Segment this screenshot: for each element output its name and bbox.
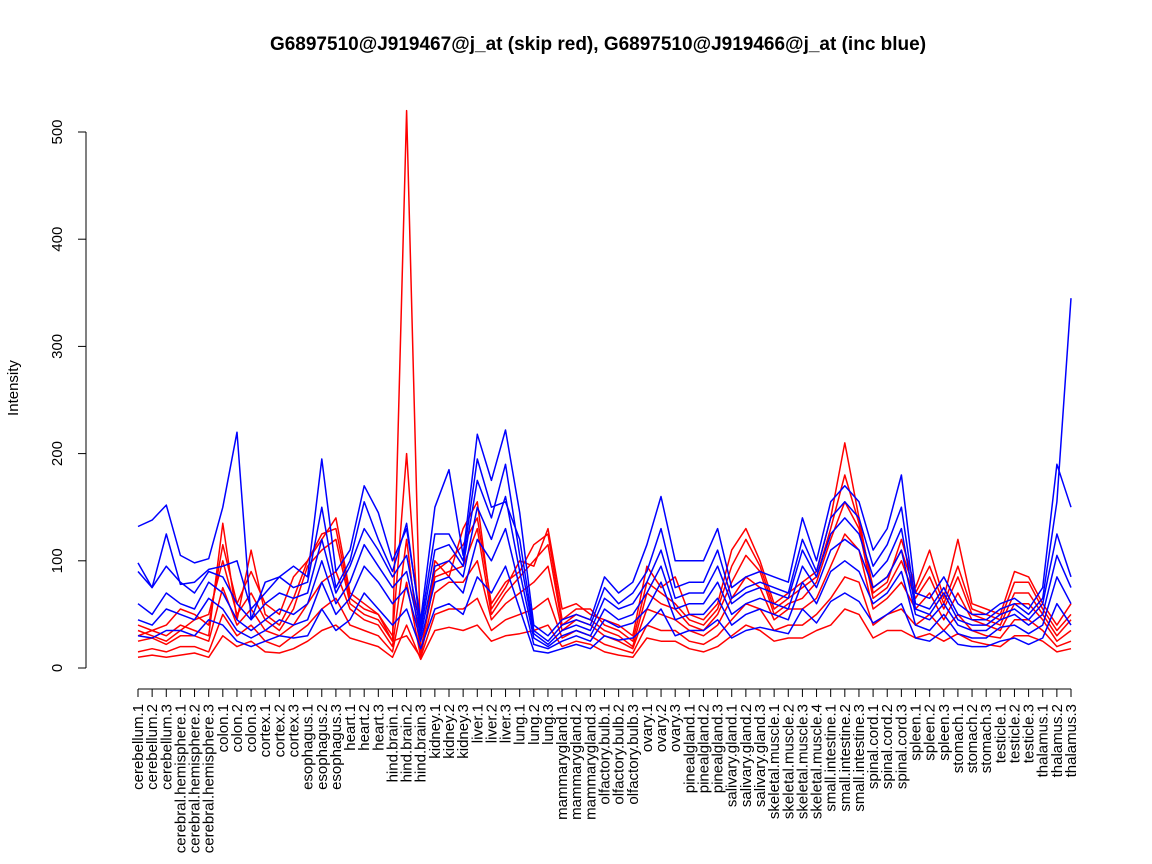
y-tick-label: 400 — [49, 227, 66, 252]
x-tick-label: heart.1 — [342, 704, 359, 751]
x-tick-label: esophagus.2 — [314, 704, 331, 790]
x-tick-label: lung.1 — [512, 704, 529, 745]
x-tick-label: liver.3 — [498, 704, 515, 743]
x-tick-label: skeletal.muscle.3 — [794, 704, 811, 819]
x-tick-label: cerebellum.1 — [130, 704, 147, 790]
x-tick-label: liver.2 — [483, 704, 500, 743]
x-tick-label: mammarygland.2 — [568, 704, 585, 820]
x-tick-label: kidney.2 — [441, 704, 458, 759]
x-tick-label: cortex.2 — [271, 704, 288, 757]
x-tick-label: olfactory.bulb.3 — [625, 704, 642, 805]
x-tick-label: olfactory.bulb.2 — [611, 704, 628, 805]
x-tick-label: olfactory.bulb.1 — [597, 704, 614, 805]
y-tick-label: 500 — [49, 119, 66, 144]
x-tick-label: salivary.gland.2 — [738, 704, 755, 807]
x-tick-label: lung.2 — [526, 704, 543, 745]
y-tick-label: 0 — [49, 664, 66, 672]
x-tick-label: kidney.3 — [455, 704, 472, 759]
x-tick-label: heart.3 — [370, 704, 387, 751]
x-tick-label: small.intestine.1 — [823, 704, 840, 812]
x-tick-label: colon.1 — [215, 704, 232, 752]
x-tick-label: small.intestine.3 — [851, 704, 868, 812]
x-tick-label: cerebral.hemisphere.2 — [187, 704, 204, 853]
x-tick-label: testicle.2 — [1006, 704, 1023, 763]
x-tick-label: esophagus.1 — [300, 704, 317, 790]
x-tick-label: ovary.2 — [653, 704, 670, 752]
x-tick-label: pinealgland.2 — [695, 704, 712, 793]
x-tick-label: spleen.1 — [908, 704, 925, 761]
x-tick-label: lung.3 — [540, 704, 557, 745]
x-tick-label: colon.2 — [229, 704, 246, 752]
chart-title: G6897510@J919467@j_at (skip red), G68975… — [270, 34, 926, 55]
x-tick-label: stomach.2 — [964, 704, 981, 773]
x-tick-label: cerebellum.3 — [158, 704, 175, 790]
series-lines — [137, 109, 1072, 661]
x-tick-label: esophagus.3 — [328, 704, 345, 790]
x-tick-label: thalamus.2 — [1049, 704, 1066, 777]
x-tick-label: cerebral.hemisphere.3 — [201, 704, 218, 853]
series-line-inc-7 — [137, 429, 1072, 637]
x-tick-label: mammarygland.1 — [554, 704, 571, 820]
x-tick-label: thalamus.1 — [1035, 704, 1052, 777]
x-tick-label: spinal.cord.1 — [865, 704, 882, 789]
x-tick-label: cortex.3 — [286, 704, 303, 757]
x-tick-label: spleen.3 — [936, 704, 953, 761]
x-tick-label: hind.brain.1 — [384, 704, 401, 782]
x-tick-label: stomach.1 — [950, 704, 967, 773]
x-tick-label: stomach.3 — [978, 704, 995, 773]
x-tick-label: kidney.1 — [427, 704, 444, 759]
x-tick-label: colon.3 — [243, 704, 260, 752]
series-line-inc-11 — [137, 527, 1072, 650]
x-tick-label: skeletal.muscle.4 — [809, 704, 826, 819]
y-tick-label: 200 — [49, 441, 66, 466]
series-line-inc-12 — [137, 565, 1072, 654]
series-line-skip-3 — [137, 109, 1072, 653]
x-tick-label: salivary.gland.3 — [752, 704, 769, 807]
x-axis: cerebellum.1cerebellum.2cerebellum.3cere… — [130, 688, 1080, 853]
x-tick-label: thalamus.3 — [1063, 704, 1080, 777]
x-tick-label: mammarygland.3 — [582, 704, 599, 820]
x-tick-label: testicle.1 — [992, 704, 1009, 763]
x-tick-label: cerebellum.2 — [144, 704, 161, 790]
y-axis-label: Intensity — [5, 360, 22, 416]
x-tick-label: spleen.2 — [922, 704, 939, 761]
x-tick-label: ovary.3 — [667, 704, 684, 752]
x-tick-label: cortex.1 — [257, 704, 274, 757]
x-tick-label: liver.1 — [469, 704, 486, 743]
x-tick-label: pinealgland.3 — [710, 704, 727, 793]
series-line-inc-8 — [137, 298, 1072, 642]
x-tick-label: skeletal.muscle.1 — [766, 704, 783, 819]
y-axis: 0 100 200 300 400 500 — [49, 119, 87, 672]
x-tick-label: hind.brain.3 — [413, 704, 430, 782]
x-tick-label: salivary.gland.1 — [724, 704, 741, 807]
x-tick-label: small.intestine.2 — [837, 704, 854, 812]
x-tick-label: ovary.1 — [639, 704, 656, 752]
x-tick-label: cerebral.hemisphere.1 — [172, 704, 189, 853]
x-tick-label: testicle.3 — [1021, 704, 1038, 763]
x-tick-label: hind.brain.2 — [399, 704, 416, 782]
y-tick-label: 300 — [49, 334, 66, 359]
x-tick-label: skeletal.muscle.2 — [780, 704, 797, 819]
x-tick-label: heart.2 — [356, 704, 373, 751]
x-tick-label: spinal.cord.3 — [893, 704, 910, 789]
y-tick-label: 100 — [49, 548, 66, 573]
x-tick-label: spinal.cord.2 — [879, 704, 896, 789]
series-line-inc-9 — [137, 463, 1072, 646]
series-line-inc-10 — [137, 495, 1072, 648]
x-tick-label: pinealgland.1 — [681, 704, 698, 793]
